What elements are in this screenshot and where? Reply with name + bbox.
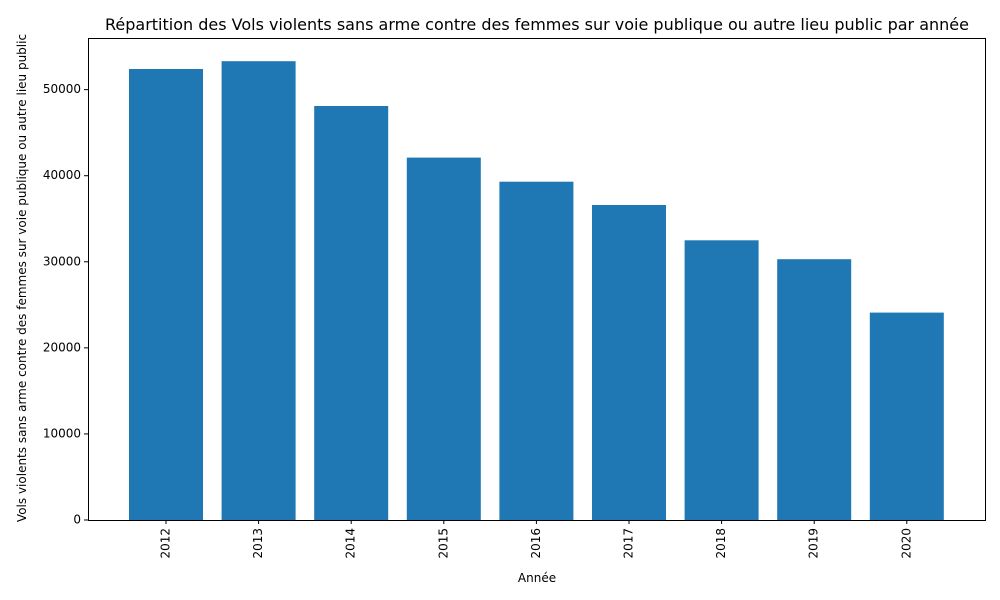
x-tick-label: 2020: [899, 528, 913, 559]
bars-group: [129, 61, 944, 521]
y-tick-label: 50000: [43, 82, 81, 96]
y-axis-label: Vols violents sans arme contre des femme…: [15, 34, 29, 522]
x-tick-label: 2019: [807, 528, 821, 559]
x-tick-label: 2013: [251, 528, 265, 559]
x-tick-label: 2014: [344, 528, 358, 559]
y-tick-label: 10000: [43, 426, 81, 440]
bar-2017: [592, 205, 666, 520]
x-tick-label: 2012: [159, 528, 173, 559]
bar-2012: [129, 69, 203, 520]
x-axis-label: Année: [518, 571, 556, 585]
y-tick-label: 30000: [43, 254, 81, 268]
x-tick-label: 2015: [436, 528, 450, 559]
y-axis-ticks: 0 10000 20000 30000 40000 50000: [43, 82, 88, 527]
plot-frame: [88, 38, 986, 521]
bar-2014: [314, 106, 389, 520]
bar-2013: [221, 61, 296, 520]
bar-2016: [499, 181, 574, 520]
y-tick-label: 20000: [43, 340, 81, 354]
bar-2019: [777, 259, 852, 520]
x-tick-label: 2016: [529, 528, 543, 559]
bar-2015: [406, 157, 481, 520]
bar-2018: [684, 240, 759, 521]
x-tick-label: 2017: [622, 528, 636, 559]
chart-title: Répartition des Vols violents sans arme …: [105, 15, 969, 34]
y-tick-label: 40000: [43, 168, 81, 182]
x-tick-label: 2018: [714, 528, 728, 559]
y-tick-label: 0: [73, 513, 81, 527]
bar-2020: [869, 312, 944, 520]
x-axis-ticks: 2012 2013 2014 2015 2016 2017 2018 2019 2020: [159, 520, 913, 559]
